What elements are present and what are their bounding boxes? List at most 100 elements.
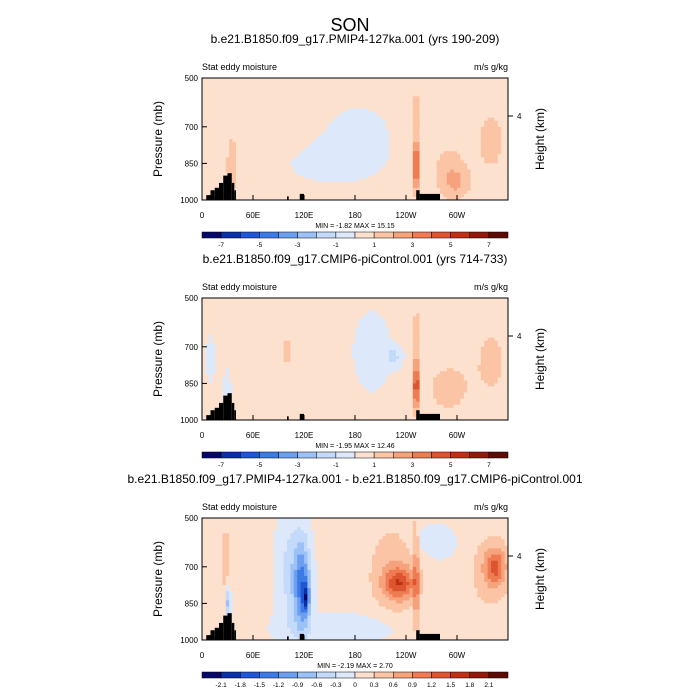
field-cell	[474, 307, 478, 311]
field-cell	[409, 93, 414, 97]
field-cell	[253, 90, 257, 94]
field-cell	[246, 298, 250, 302]
field-cell	[348, 328, 352, 332]
field-cell	[290, 99, 295, 103]
field-cell	[372, 301, 376, 305]
field-cell	[406, 102, 410, 106]
field-cell	[409, 190, 414, 195]
field-cell	[433, 310, 437, 314]
field-cell	[202, 181, 206, 186]
field-cell	[484, 178, 488, 183]
field-cell	[280, 135, 284, 140]
field-cell	[443, 135, 448, 140]
field-cell	[232, 120, 237, 125]
field-cell	[382, 78, 386, 82]
field-cell	[457, 151, 461, 155]
field-cell	[474, 331, 478, 335]
field-cell	[501, 120, 505, 125]
field-cell	[253, 105, 257, 109]
field-cell	[293, 166, 298, 170]
field-cell	[504, 129, 508, 134]
field-cell	[208, 114, 213, 119]
land-mask	[231, 182, 235, 200]
field-cell	[290, 334, 295, 339]
field-cell	[494, 175, 499, 180]
field-cell	[341, 132, 346, 137]
field-cell	[253, 142, 257, 146]
field-cell	[263, 301, 267, 305]
y-axis-label: Pressure (mb)	[151, 101, 165, 177]
field-cell	[419, 78, 424, 82]
field-cell	[491, 117, 495, 122]
field-cell	[338, 334, 342, 339]
field-cell	[463, 190, 468, 195]
field-cell	[208, 298, 213, 302]
field-cell	[307, 120, 312, 125]
field-cell	[497, 172, 502, 176]
field-cell	[399, 340, 403, 345]
field-cell	[287, 172, 291, 176]
field-cell	[341, 157, 346, 161]
field-cell	[276, 184, 281, 189]
field-cell	[389, 175, 393, 180]
field-cell	[453, 187, 458, 192]
field-cell	[249, 117, 254, 122]
field-cell	[215, 160, 220, 164]
field-cell	[283, 126, 288, 131]
field-cell	[341, 93, 346, 97]
field-cell	[334, 301, 339, 305]
field-cell	[212, 102, 216, 106]
field-cell	[368, 148, 373, 152]
colorbar-label: 5	[449, 242, 453, 249]
field-cell	[474, 96, 478, 100]
field-cell	[440, 334, 444, 339]
field-cell	[212, 84, 216, 88]
field-cell	[358, 148, 363, 152]
field-cell	[423, 310, 427, 314]
field-cell	[300, 111, 305, 115]
field-cell	[229, 313, 233, 317]
field-cell	[236, 169, 240, 173]
field-cell	[348, 307, 352, 311]
field-cell	[280, 90, 284, 94]
field-cell	[358, 99, 363, 103]
field-cell	[324, 175, 329, 180]
field-cell	[436, 142, 441, 146]
field-cell	[263, 108, 267, 112]
field-cell	[236, 139, 240, 143]
field-cell	[429, 184, 434, 189]
field-cell	[293, 325, 298, 329]
field-cell	[406, 145, 410, 149]
colorbar-swatch	[450, 231, 470, 239]
field-cell	[416, 151, 420, 155]
field-cell	[463, 178, 468, 183]
field-cell	[280, 316, 284, 320]
field-cell	[229, 310, 233, 314]
field-cell	[470, 331, 475, 335]
field-cell	[457, 81, 461, 85]
field-cell	[317, 96, 322, 100]
field-cell	[368, 99, 373, 103]
field-cell	[385, 319, 390, 323]
field-cell	[317, 193, 322, 198]
field-cell	[477, 331, 482, 335]
field-cell	[212, 181, 216, 186]
field-cell	[307, 148, 312, 152]
field-cell	[423, 322, 427, 326]
field-cell	[372, 337, 376, 342]
field-cell	[402, 129, 407, 134]
field-cell	[266, 190, 271, 195]
field-cell	[253, 84, 257, 88]
field-cell	[327, 313, 332, 317]
field-cell	[334, 331, 339, 335]
field-cell	[480, 172, 485, 176]
field-cell	[334, 151, 339, 155]
field-cell	[467, 142, 471, 146]
field-cell	[242, 307, 247, 311]
field-cell	[474, 145, 478, 149]
field-cell	[219, 313, 223, 317]
field-cell	[304, 169, 308, 173]
field-cell	[307, 154, 312, 158]
field-cell	[457, 334, 461, 339]
field-cell	[334, 337, 339, 342]
